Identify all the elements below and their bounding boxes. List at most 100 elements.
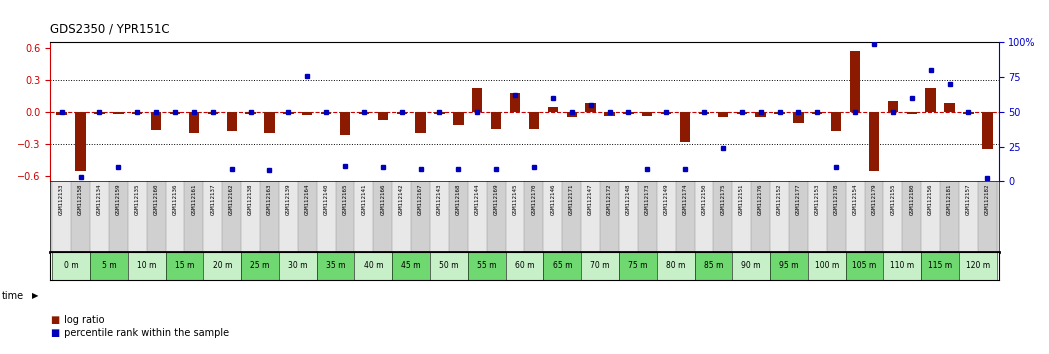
Bar (638, 181, 657, 252)
Text: GSM112135: GSM112135 (134, 183, 140, 215)
Text: GSM112175: GSM112175 (721, 183, 725, 215)
Text: GSM112150: GSM112150 (702, 183, 706, 215)
Text: 115 m: 115 m (928, 261, 952, 270)
Bar (713, 181, 732, 252)
Bar (718, 112, 728, 117)
Bar (543, 252, 581, 280)
Text: log ratio: log ratio (61, 315, 104, 325)
Text: GSM112172: GSM112172 (607, 183, 612, 215)
Bar (71, 181, 90, 252)
Bar (543, 181, 562, 252)
Text: GSM112147: GSM112147 (588, 183, 593, 215)
Text: GSM112169: GSM112169 (494, 183, 498, 215)
Bar (869, 112, 879, 171)
Bar (204, 181, 222, 252)
Bar (694, 252, 732, 280)
Text: GSM112155: GSM112155 (891, 183, 896, 215)
Bar (241, 252, 279, 280)
Text: GSM112145: GSM112145 (513, 183, 517, 215)
Text: GSM112133: GSM112133 (59, 183, 64, 215)
Bar (298, 181, 317, 252)
Bar (245, 112, 256, 114)
Bar (222, 181, 241, 252)
Bar (449, 181, 468, 252)
Bar (529, 112, 539, 129)
Bar (430, 252, 468, 280)
Text: GSM112174: GSM112174 (683, 183, 687, 215)
Bar (921, 181, 940, 252)
Bar (373, 181, 392, 252)
Text: GSM112158: GSM112158 (78, 183, 83, 215)
Text: GSM112156: GSM112156 (928, 183, 934, 215)
Text: GSM112152: GSM112152 (777, 183, 782, 215)
Text: ■: ■ (50, 328, 60, 338)
Bar (959, 252, 997, 280)
Bar (755, 112, 766, 117)
Bar (604, 112, 615, 116)
Bar (902, 181, 921, 252)
Bar (770, 181, 789, 252)
Bar (415, 112, 426, 133)
Bar (963, 112, 973, 114)
Text: GSM112149: GSM112149 (664, 183, 668, 215)
Text: 75 m: 75 m (628, 261, 647, 270)
Bar (151, 112, 162, 130)
Text: 90 m: 90 m (742, 261, 761, 270)
Text: GSM112144: GSM112144 (475, 183, 479, 215)
Bar (770, 252, 808, 280)
Bar (642, 112, 652, 116)
Bar (774, 112, 785, 114)
Text: GSM112164: GSM112164 (305, 183, 309, 215)
Bar (506, 181, 524, 252)
Bar (978, 181, 997, 252)
Bar (264, 112, 275, 133)
Bar (585, 103, 596, 112)
Text: GSM112179: GSM112179 (872, 183, 877, 215)
Bar (524, 181, 543, 252)
Bar (619, 252, 657, 280)
Bar (170, 112, 180, 114)
Bar (808, 181, 827, 252)
Text: GSM112140: GSM112140 (324, 183, 328, 215)
Bar (487, 181, 506, 252)
Text: GSM112141: GSM112141 (362, 183, 366, 215)
Bar (128, 181, 147, 252)
Bar (680, 112, 690, 142)
Bar (76, 112, 86, 171)
Text: GSM112171: GSM112171 (570, 183, 574, 215)
Text: GSM112163: GSM112163 (267, 183, 272, 215)
Bar (397, 112, 407, 114)
Bar (959, 181, 978, 252)
Bar (491, 112, 501, 129)
Text: GSM112137: GSM112137 (210, 183, 215, 215)
Bar (883, 181, 902, 252)
Text: 55 m: 55 m (477, 261, 496, 270)
Bar (789, 181, 808, 252)
Text: 0 m: 0 m (64, 261, 79, 270)
Bar (921, 252, 959, 280)
Bar (751, 181, 770, 252)
Bar (90, 252, 128, 280)
Bar (279, 181, 298, 252)
Bar (128, 252, 166, 280)
Bar (732, 181, 751, 252)
Bar (562, 181, 581, 252)
Text: GSM112142: GSM112142 (400, 183, 404, 215)
Bar (453, 112, 464, 125)
Text: GSM112170: GSM112170 (532, 183, 536, 215)
Bar (510, 93, 520, 112)
Text: GSM112160: GSM112160 (153, 183, 158, 215)
Text: time: time (2, 291, 24, 301)
Bar (241, 181, 260, 252)
Bar (340, 112, 350, 135)
Bar (90, 181, 109, 252)
Text: 80 m: 80 m (666, 261, 685, 270)
Text: 110 m: 110 m (891, 261, 915, 270)
Bar (831, 112, 841, 131)
Bar (185, 181, 204, 252)
Bar (189, 112, 199, 133)
Bar (793, 112, 804, 122)
Bar (657, 252, 694, 280)
Text: GSM112165: GSM112165 (343, 183, 347, 215)
Bar (52, 252, 90, 280)
